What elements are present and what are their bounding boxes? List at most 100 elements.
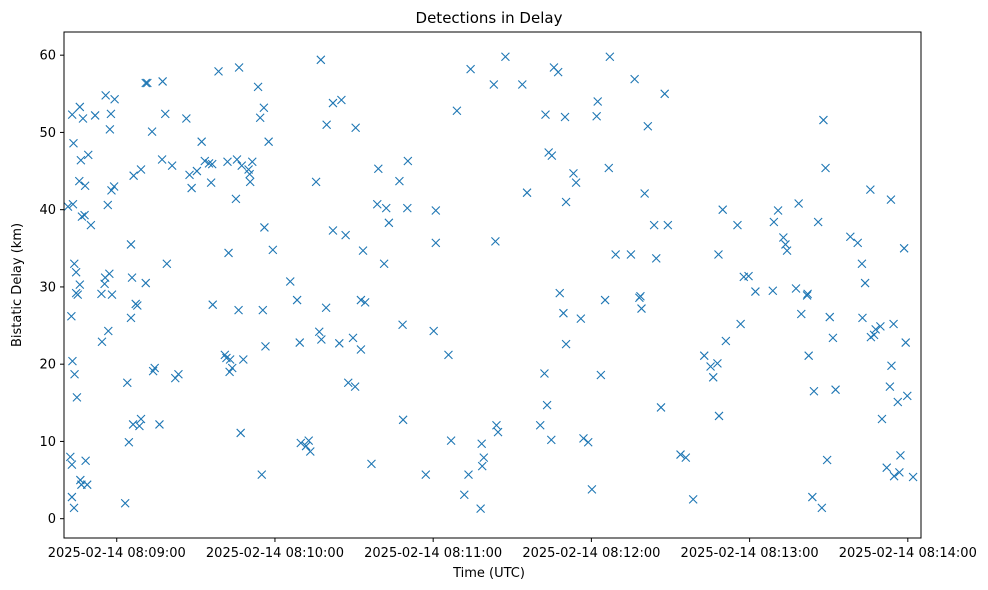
data-point (129, 171, 139, 181)
data-point (769, 217, 779, 227)
data-point (264, 137, 274, 147)
data-point (68, 356, 77, 366)
data-point (103, 200, 113, 210)
data-point (126, 240, 136, 249)
data-point (86, 220, 96, 230)
data-point (72, 393, 82, 402)
data-point (882, 463, 892, 473)
data-point (67, 492, 77, 502)
data-point (141, 278, 151, 288)
data-point (285, 277, 295, 286)
data-point (444, 350, 453, 360)
y-tick-label: 10 (39, 435, 56, 450)
data-point (231, 194, 241, 204)
data-point (343, 378, 353, 388)
data-point (899, 243, 909, 253)
data-point (611, 250, 621, 259)
data-point (148, 366, 158, 376)
data-point (403, 156, 413, 166)
data-point (65, 452, 75, 462)
data-point (479, 453, 489, 463)
data-point (817, 503, 827, 513)
data-point (68, 199, 78, 209)
data-point (791, 284, 801, 293)
data-point (258, 305, 268, 315)
data-point (828, 333, 838, 343)
data-point (821, 163, 830, 173)
data-point (853, 238, 863, 248)
data-point (813, 217, 823, 227)
data-point (321, 303, 331, 313)
plot-area-frame (63, 31, 922, 539)
data-point (887, 361, 896, 371)
data-point (120, 498, 130, 508)
data-point (492, 420, 501, 430)
data-point (541, 110, 550, 120)
data-point (446, 436, 456, 446)
data-point (831, 385, 840, 395)
data-point (866, 332, 876, 342)
data-point (431, 206, 441, 215)
data-point (643, 121, 653, 131)
data-point (721, 336, 731, 346)
data-point (901, 338, 911, 347)
data-point (796, 309, 806, 319)
data-point (245, 177, 255, 187)
data-point (70, 369, 79, 379)
data-point (356, 295, 366, 305)
data-point (561, 339, 571, 349)
data-point (80, 210, 89, 220)
data-point (107, 290, 117, 300)
data-point (663, 220, 673, 230)
data-point (141, 78, 151, 88)
data-point (546, 435, 556, 445)
data-point (77, 212, 87, 222)
data-point (604, 163, 614, 173)
data-point (736, 319, 746, 329)
data-point (328, 226, 338, 235)
data-point (733, 220, 742, 230)
data-point (66, 311, 76, 321)
data-point (73, 290, 83, 300)
data-point (676, 450, 685, 459)
data-point (328, 98, 338, 108)
data-point (351, 123, 361, 133)
data-point (238, 355, 248, 364)
data-point (197, 137, 207, 147)
data-point (296, 438, 306, 448)
data-point (605, 52, 615, 62)
data-point (477, 439, 487, 449)
x-tick-label: 2025-02-14 08:14:00 (839, 546, 977, 561)
data-point (807, 492, 817, 502)
data-point (78, 114, 88, 123)
data-point (773, 206, 783, 215)
data-point (782, 246, 792, 256)
data-point (135, 421, 144, 431)
data-point (804, 351, 814, 361)
data-point (200, 156, 210, 166)
data-point (158, 77, 168, 86)
data-point (75, 280, 85, 290)
data-point (395, 176, 404, 186)
data-point (334, 338, 344, 348)
data-point (688, 494, 698, 504)
data-point (124, 437, 134, 447)
data-point (71, 267, 81, 277)
data-point (803, 289, 813, 299)
data-point (208, 300, 218, 310)
data-point (877, 414, 887, 424)
data-point (649, 220, 659, 230)
y-axis-title: Bistatic Delay (km) (10, 223, 25, 347)
data-point (886, 195, 896, 205)
chart-title: Detections in Delay (416, 9, 563, 27)
data-point (67, 110, 77, 120)
data-point (69, 503, 79, 513)
data-point (181, 114, 191, 123)
data-point (155, 420, 164, 429)
y-tick-label: 20 (39, 358, 56, 373)
data-point (544, 148, 554, 157)
data-point (718, 205, 728, 215)
x-tick-label: 2025-02-14 08:12:00 (522, 546, 660, 561)
data-point (398, 320, 407, 330)
